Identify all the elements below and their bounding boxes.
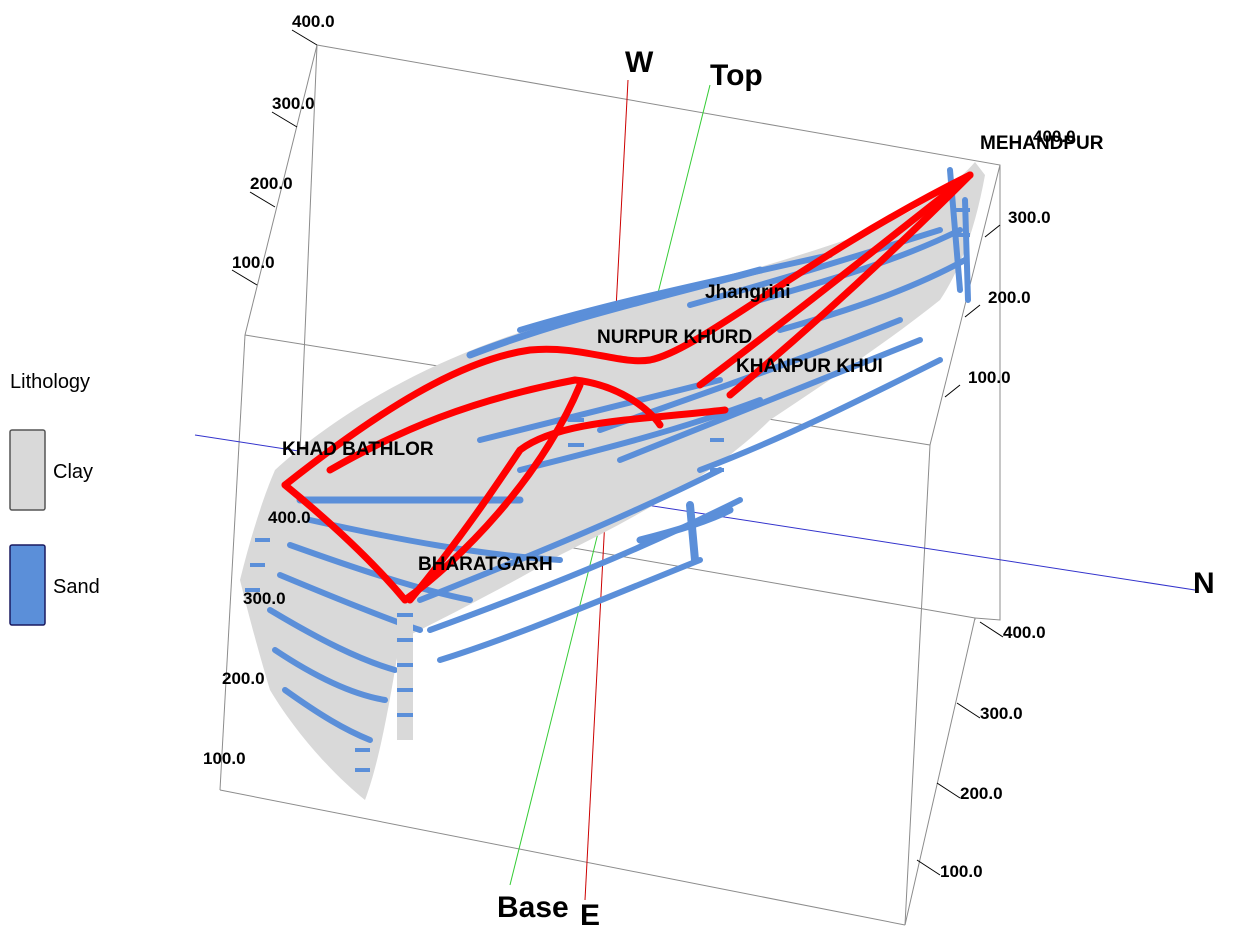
tick-front-left-300: 300.0: [243, 589, 286, 608]
site-nurpur-khurd: NURPUR KHURD: [597, 327, 752, 348]
axis-label-e: E: [580, 899, 600, 931]
site-khanpur-khui: KHANPUR KHUI: [736, 356, 883, 377]
tick-front-left-100: 100.0: [203, 749, 246, 768]
legend-label-sand: Sand: [53, 576, 100, 598]
axis-label-top: Top: [710, 59, 763, 92]
tick-back-right-200: 200.0: [988, 288, 1031, 307]
legend: Lithology Clay Sand: [9, 371, 100, 626]
site-jhangrini: Jhangrini: [705, 282, 791, 303]
legend-title: Lithology: [10, 371, 90, 393]
tick-back-left-300: 300.0: [272, 94, 315, 113]
tick-back-right-400: 400.0: [1033, 127, 1076, 146]
tick-back-left-400: 400.0: [292, 12, 335, 31]
tick-labels: 400.0 300.0 200.0 100.0 400.0 300.0 200.…: [203, 12, 1076, 881]
fence-lines: [281, 171, 974, 604]
tick-back-left-100: 100.0: [232, 253, 275, 272]
tick-front-left-200: 200.0: [222, 669, 265, 688]
tick-front-right-400: 400.0: [1003, 623, 1046, 642]
site-khad-bathlor: KHAD BATHLOR: [282, 439, 434, 460]
boreholes: [245, 208, 970, 772]
axis-names: W Top N Base E: [497, 46, 1215, 931]
legend-swatch-clay: [9, 429, 46, 511]
site-mehandpur: MEHANDPUR: [980, 133, 1104, 154]
tick-front-right-100: 100.0: [940, 862, 983, 881]
tick-front-right-200: 200.0: [960, 784, 1003, 803]
tick-front-left-400: 400.0: [268, 508, 311, 527]
tick-back-left-200: 200.0: [250, 174, 293, 193]
legend-swatch-sand: [9, 544, 46, 626]
tick-back-right-300: 300.0: [1008, 208, 1051, 227]
site-labels: MEHANDPUR Jhangrini NURPUR KHURD KHANPUR…: [282, 133, 1104, 575]
axis-label-n: N: [1193, 567, 1215, 600]
site-bharatgarh: BHARATGARH: [418, 554, 553, 575]
legend-label-clay: Clay: [53, 461, 93, 483]
tick-front-right-300: 300.0: [980, 704, 1023, 723]
tick-back-right-100: 100.0: [968, 368, 1011, 387]
clay-body: [240, 162, 985, 800]
axis-label-w: W: [625, 46, 654, 79]
axis-label-base: Base: [497, 891, 569, 924]
sand-lenses: [267, 167, 971, 743]
